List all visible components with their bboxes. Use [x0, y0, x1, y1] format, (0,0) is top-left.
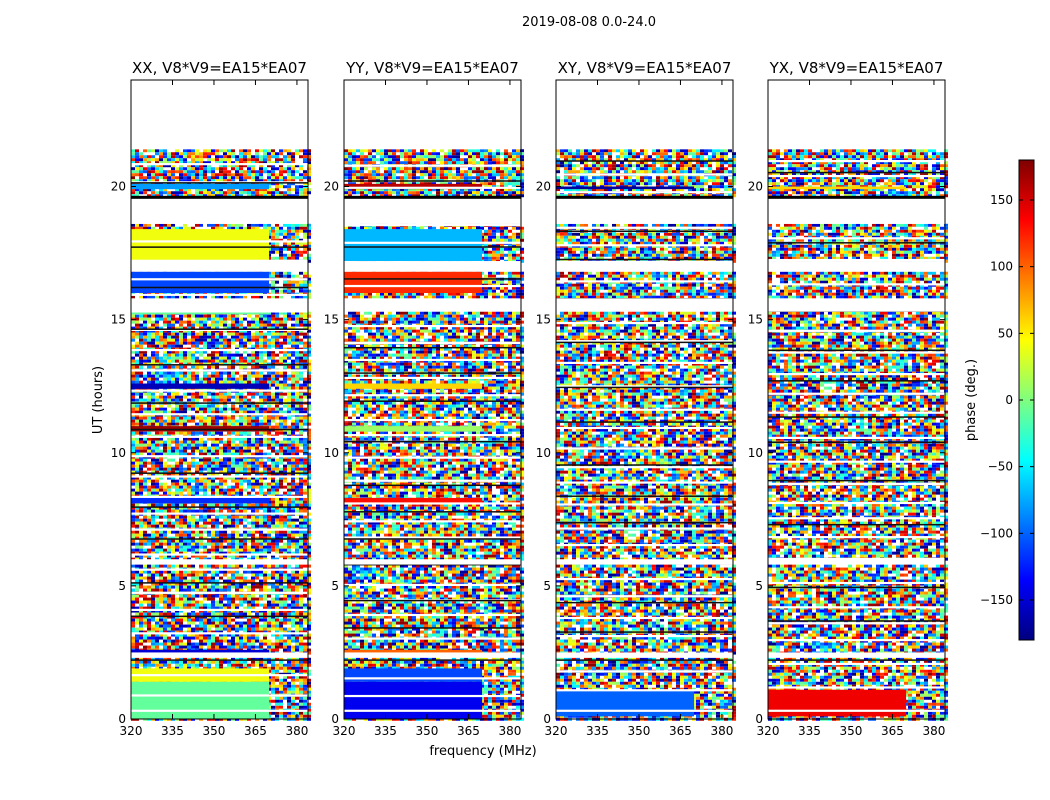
x-tick-label: 320 [545, 724, 568, 738]
y-tick-label: 0 [331, 712, 339, 726]
y-tick-label: 10 [536, 446, 551, 460]
phase-band [556, 186, 695, 190]
y-tick-label: 15 [324, 313, 339, 327]
colorbar-tick-label: −100 [980, 526, 1013, 540]
x-tick-label: 350 [416, 724, 439, 738]
y-tick-label: 10 [324, 446, 339, 460]
panel-frame [343, 79, 522, 720]
x-tick-label: 365 [669, 724, 692, 738]
x-tick-label: 320 [757, 724, 780, 738]
y-tick-label: 0 [755, 712, 763, 726]
y-tick-label: 15 [536, 313, 551, 327]
phase-band [344, 498, 483, 504]
colorbar-tick-label: −150 [980, 593, 1013, 607]
phase-band [344, 426, 483, 432]
panel-title: XX, V8*V9=EA15*EA07 [132, 59, 307, 77]
phase-band [344, 383, 483, 389]
phase-band [131, 229, 270, 262]
phase-band [131, 681, 270, 719]
y-tick-label: 0 [543, 712, 551, 726]
x-tick-label: 335 [161, 724, 184, 738]
x-tick-label: 380 [285, 724, 308, 738]
phase-band [131, 498, 270, 504]
phase-band [131, 311, 270, 315]
phase-band [768, 186, 907, 190]
phase-band [344, 183, 483, 190]
y-tick-label: 0 [118, 712, 126, 726]
x-tick-label: 365 [244, 724, 267, 738]
y-tick-label: 20 [536, 180, 551, 194]
panel-title: YX, V8*V9=EA15*EA07 [769, 59, 944, 77]
panel-group: XX, V8*V9=EA15*EA07 320 335 350 365 380 0 5 10 15… [111, 59, 948, 738]
x-tick-label: 335 [798, 724, 821, 738]
x-axis-label: frequency (MHz) [429, 744, 536, 759]
colorbar-tick-label: −50 [988, 460, 1013, 474]
y-tick-label: 5 [755, 579, 763, 593]
y-tick-label: 20 [748, 180, 763, 194]
colorbar: 150 100 50 0 −50 −100 −150 [980, 159, 1035, 641]
flagged-region [131, 80, 308, 150]
phase-band [131, 383, 270, 389]
colorbar-tick-label: 50 [998, 326, 1013, 340]
x-tick-label: 350 [628, 724, 651, 738]
y-tick-label: 10 [111, 446, 126, 460]
flagged-region [768, 80, 945, 150]
phase-band [344, 668, 483, 682]
phase-band [131, 426, 270, 432]
x-tick-label: 380 [498, 724, 521, 738]
y-tick-label: 20 [324, 180, 339, 194]
y-axis-label: UT (hours) [91, 366, 106, 434]
y-tick-label: 5 [543, 579, 551, 593]
phase-band [344, 229, 483, 262]
x-tick-label: 335 [586, 724, 609, 738]
figure-suptitle: 2019-08-08 0.0-24.0 [522, 15, 656, 30]
phase-noise [768, 149, 948, 721]
colorbar-tick-label: 0 [1005, 393, 1013, 407]
y-tick-label: 15 [748, 313, 763, 327]
phase-band [556, 689, 695, 717]
panel-3: YX, V8*V9=EA15*EA07 320 335 350 365 380 0 5 10 15… [748, 59, 948, 738]
x-tick-label: 350 [203, 724, 226, 738]
phase-band [344, 271, 483, 293]
colorbar-tick-label: 100 [990, 260, 1013, 274]
panel-title: YY, V8*V9=EA15*EA07 [345, 59, 519, 77]
phase-band [131, 183, 270, 190]
panel-2: XY, V8*V9=EA15*EA07 320 335 350 365 380 0 5 10 15… [536, 59, 736, 738]
y-tick-label: 10 [748, 446, 763, 460]
flagged-region [344, 80, 521, 150]
x-tick-label: 350 [840, 724, 863, 738]
panel-0: XX, V8*V9=EA15*EA07 320 335 350 365 380 0 5 10 15… [111, 59, 311, 738]
panel-frame [767, 79, 946, 720]
panel-title: XY, V8*V9=EA15*EA07 [558, 59, 732, 77]
x-tick-label: 365 [881, 724, 904, 738]
x-tick-label: 320 [120, 724, 143, 738]
phase-band [768, 689, 907, 717]
y-tick-label: 5 [118, 579, 126, 593]
colorbar-tick-label: 150 [990, 193, 1013, 207]
panel-1: YY, V8*V9=EA15*EA07 320 335 350 365 380 0 5 10 15… [324, 59, 524, 738]
y-tick-label: 15 [111, 313, 126, 327]
x-tick-label: 380 [710, 724, 733, 738]
x-tick-label: 335 [374, 724, 397, 738]
x-tick-label: 380 [922, 724, 945, 738]
y-tick-label: 5 [331, 579, 339, 593]
x-tick-label: 320 [333, 724, 356, 738]
flagged-region [556, 80, 733, 150]
x-tick-label: 365 [457, 724, 480, 738]
phase-band [344, 681, 483, 719]
y-tick-label: 20 [111, 180, 126, 194]
panel-frame [555, 79, 734, 720]
panel-frame [130, 79, 309, 720]
colorbar-label: phase (deg.) [964, 359, 979, 441]
phase-band [131, 271, 270, 293]
